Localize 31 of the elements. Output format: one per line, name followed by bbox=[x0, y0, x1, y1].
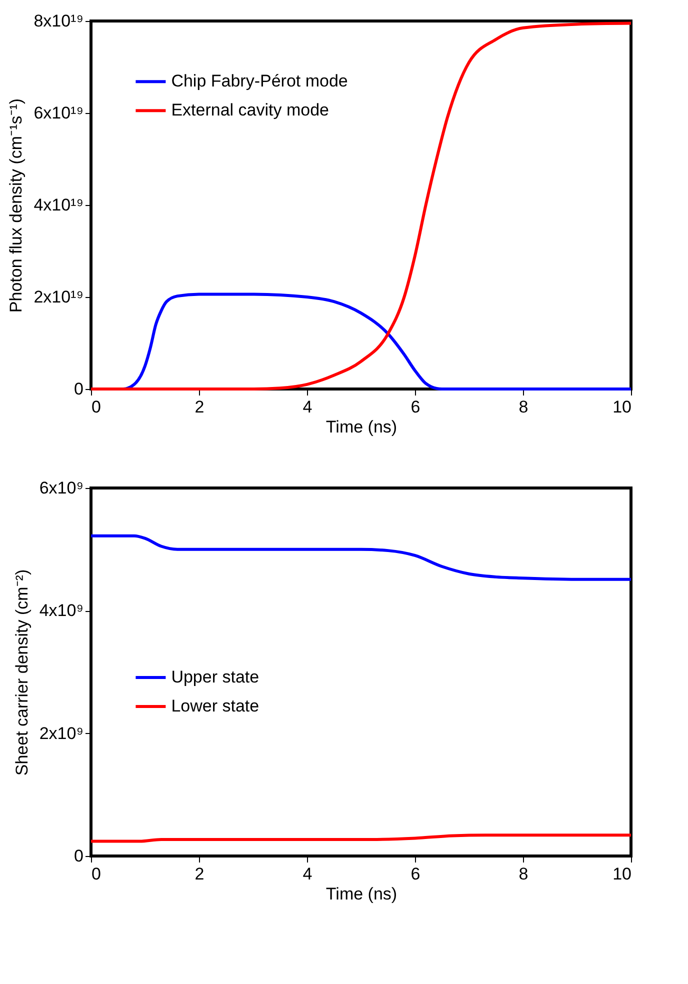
x-tick-label: 8 bbox=[518, 864, 528, 884]
legend-label: External cavity mode bbox=[171, 100, 329, 120]
legend-label: Lower state bbox=[171, 696, 260, 716]
x-tick-label: 2 bbox=[194, 864, 204, 884]
x-tick-label: 10 bbox=[612, 398, 632, 416]
x-tick-label: 4 bbox=[302, 398, 312, 416]
y-tick-label: 6x10⁹ bbox=[39, 478, 84, 498]
y-axis-title: Photon flux density (cm⁻¹s⁻¹) bbox=[6, 98, 26, 313]
x-tick-label: 4 bbox=[302, 864, 312, 884]
x-axis-title: Time (ns) bbox=[326, 418, 398, 436]
legend-label: Upper state bbox=[171, 667, 260, 686]
y-tick-label: 4x10⁹ bbox=[39, 601, 84, 620]
x-tick-label: 10 bbox=[612, 864, 632, 884]
legend-label: Chip Fabry-Pérot mode bbox=[171, 72, 348, 91]
x-tick-label: 6 bbox=[410, 398, 420, 416]
x-axis-title: Time (ns) bbox=[326, 884, 398, 904]
y-tick-label: 2x10⁹ bbox=[39, 724, 84, 743]
y-axis-title: Sheet carrier density (cm⁻²) bbox=[12, 569, 32, 776]
y-tick-label: 8x10¹⁹ bbox=[34, 12, 84, 30]
x-tick-label: 0 bbox=[92, 864, 101, 884]
x-tick-label: 8 bbox=[518, 398, 528, 416]
y-tick-label: 6x10¹⁹ bbox=[34, 104, 84, 122]
y-tick-label: 4x10¹⁹ bbox=[34, 196, 84, 214]
x-tick-label: 0 bbox=[92, 398, 101, 416]
line-series bbox=[90, 834, 632, 843]
y-tick-label: 2x10¹⁹ bbox=[34, 288, 84, 306]
x-tick-label: 2 bbox=[194, 398, 204, 416]
y-tick-label: 0 bbox=[74, 846, 84, 866]
y-tick-label: 0 bbox=[74, 380, 84, 398]
x-tick-label: 6 bbox=[410, 864, 420, 884]
line-series bbox=[90, 534, 632, 581]
